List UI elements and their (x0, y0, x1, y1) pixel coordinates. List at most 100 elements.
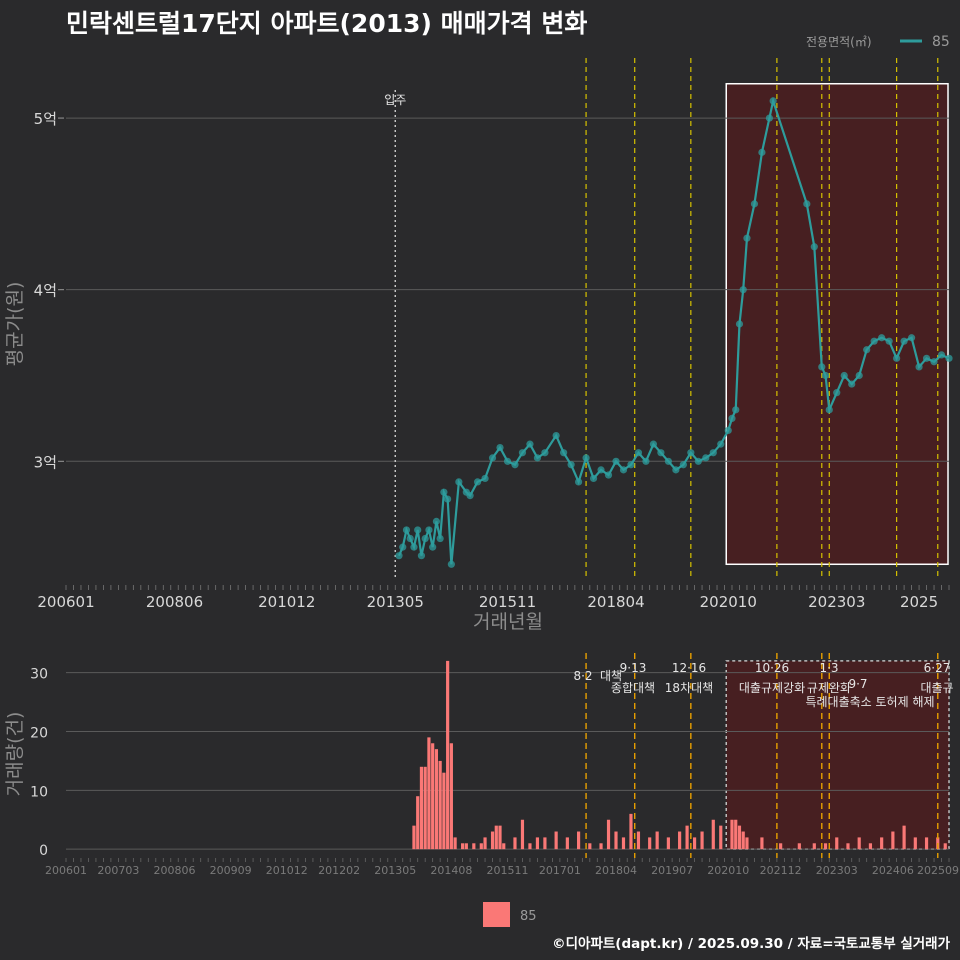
price-point-26 (533, 454, 542, 462)
volume-y-tick-label: 10 (30, 784, 48, 800)
price-point-2 (402, 526, 411, 534)
price-point-41 (649, 440, 658, 448)
price-point-23 (511, 461, 519, 469)
volume-x-tick-label: 202406 (872, 864, 914, 877)
volume-bar-52 (797, 843, 801, 850)
volume-bar-44 (719, 825, 723, 850)
volume-bar-25 (543, 837, 547, 850)
policy-event-date: 12·16 (672, 661, 706, 675)
price-point-50 (717, 440, 725, 448)
price-point-79 (930, 358, 938, 366)
x-tick-label: 201012 (258, 593, 315, 611)
volume-y-tick-label: 20 (30, 725, 48, 741)
volume-bar-7 (438, 760, 442, 850)
x-tick-label: 202303 (808, 593, 865, 611)
volume-bar-0 (412, 825, 416, 850)
price-point-17 (466, 492, 474, 500)
volume-bar-45 (730, 819, 734, 850)
price-point-38 (627, 461, 635, 469)
volume-x-tick-label: 201511 (487, 864, 529, 877)
y-axis-label: 평균가(원) (4, 282, 26, 367)
volume-bar-49 (745, 837, 749, 850)
y-tick-label: 4억 (34, 282, 57, 300)
policy-event-label: 규제완화 (807, 681, 851, 695)
policy-event-label: 대출규제강화 (739, 681, 805, 695)
x-tick-label: 2025 (900, 593, 938, 611)
volume-x-tick-label: 200703 (97, 864, 139, 877)
volume-bar-41 (692, 837, 697, 850)
volume-bar-19 (498, 825, 502, 850)
price-point-69 (855, 371, 863, 380)
policy-event-date: 1·3 (819, 661, 838, 675)
volume-bar-11 (453, 837, 457, 850)
volume-bar-58 (868, 843, 873, 850)
price-point-42 (657, 449, 665, 457)
price-point-10 (432, 517, 441, 525)
price-point-74 (893, 354, 901, 362)
legend-bar-label: 85 (520, 909, 537, 924)
volume-bar-27 (565, 837, 569, 850)
volume-bar-5 (431, 743, 435, 850)
volume-bar-29 (588, 843, 592, 850)
policy-event-label: 18차대책 (665, 680, 713, 695)
volume-panel: 0 10 20 30 8·2 대책9·13 종합대책 12·16 18차대책 10·26 대출규제강… (4, 653, 959, 877)
price-point-43 (664, 457, 672, 465)
move-in-label: 입주 (384, 93, 406, 107)
policy-event-date: 8·2 (573, 669, 592, 683)
volume-x-tick-label: 202509 (917, 864, 959, 877)
volume-x-tick-label: 202010 (707, 864, 749, 877)
volume-bar-3 (423, 766, 427, 850)
price-point-39 (634, 449, 643, 457)
policy-event-label: 종합대책 (611, 680, 655, 695)
x-tick-label: 200806 (146, 593, 203, 611)
volume-bar-33 (621, 837, 626, 850)
legend-bar-swatch (483, 902, 510, 927)
price-point-12 (440, 488, 448, 496)
price-point-40 (642, 457, 650, 465)
price-point-70 (863, 346, 871, 354)
price-point-57 (750, 200, 759, 208)
price-point-0 (395, 552, 403, 560)
price-point-1 (399, 543, 407, 551)
volume-bar-6 (434, 749, 439, 850)
volume-x-tick-label: 201701 (539, 864, 581, 877)
price-point-19 (481, 474, 489, 483)
price-point-65 (825, 406, 833, 414)
price-point-51 (724, 426, 732, 435)
x-axis-label: 거래년월 (473, 611, 543, 633)
volume-bar-54 (823, 843, 828, 850)
policy-event-label: 대책 (600, 668, 622, 683)
volume-x-tick-label: 202303 (816, 864, 858, 877)
volume-bar-18 (494, 825, 498, 850)
volume-bar-50 (760, 837, 764, 850)
price-point-7 (421, 534, 429, 543)
price-point-18 (473, 478, 482, 486)
price-point-8 (425, 526, 433, 534)
price-point-35 (604, 471, 613, 479)
price-point-14 (447, 560, 455, 568)
x-tick-label: 201804 (587, 593, 644, 611)
volume-bar-53 (812, 843, 816, 850)
volume-bar-13 (464, 843, 468, 850)
price-point-73 (885, 337, 893, 345)
volume-bar-51 (779, 843, 783, 850)
volume-bar-12 (461, 843, 465, 850)
price-point-44 (672, 466, 680, 474)
source-footer: ©디아파트(dapt.kr) / 2025.09.30 / 자료=국토교통부 실… (552, 936, 950, 952)
price-point-32 (582, 454, 590, 462)
x-tick-label: 202010 (700, 593, 757, 611)
price-point-53 (732, 406, 740, 414)
volume-y-tick-label: 0 (39, 843, 48, 859)
volume-bar-15 (479, 843, 483, 850)
price-point-22 (503, 457, 512, 465)
price-panel: 3억 4억 5억 입주 200601 200806 201012 201305 201511 20… (4, 58, 953, 633)
price-point-28 (552, 431, 560, 440)
price-point-63 (818, 363, 826, 371)
volume-x-tick-label: 201907 (651, 864, 693, 877)
volume-bar-55 (835, 837, 839, 850)
price-point-3 (406, 534, 414, 543)
policy-event-label: 대출규 (920, 681, 953, 695)
volume-bar-40 (685, 825, 689, 850)
volume-bar-14 (472, 843, 476, 850)
